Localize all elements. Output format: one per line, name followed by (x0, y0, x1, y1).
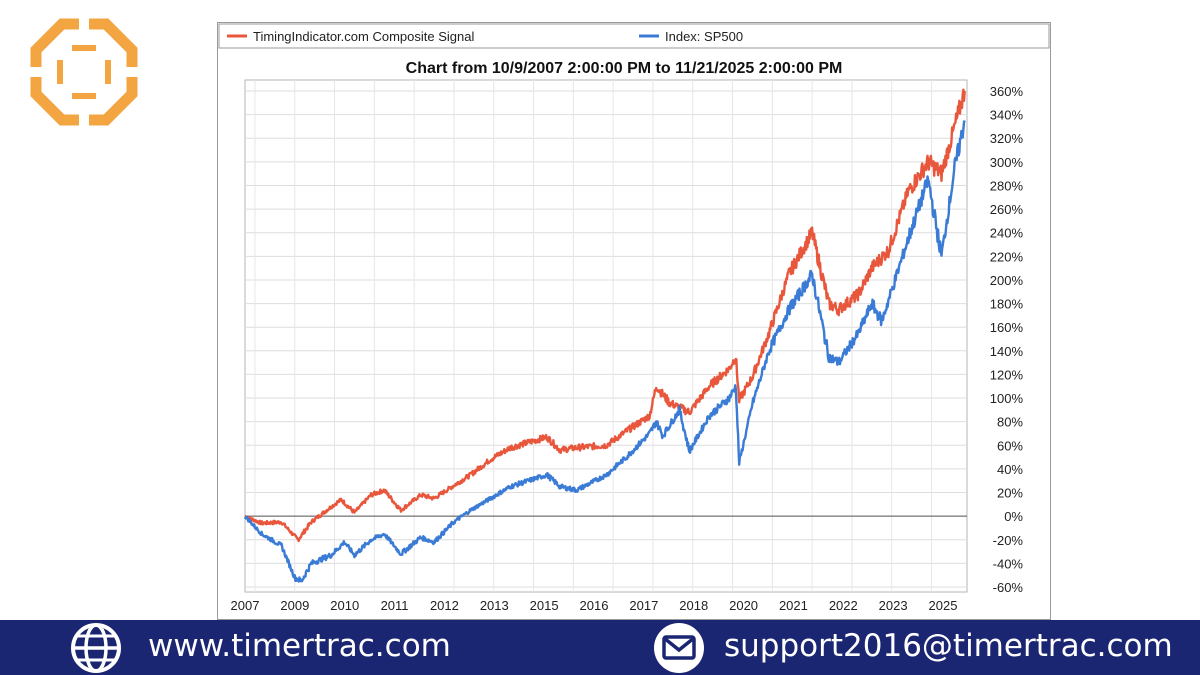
y-tick-label: 320% (990, 131, 1024, 146)
y-tick-label: -20% (993, 533, 1024, 548)
y-tick-label: 240% (990, 226, 1024, 241)
x-tick-label: 2011 (381, 598, 409, 613)
y-tick-label: 300% (990, 155, 1024, 170)
y-tick-label: 60% (997, 438, 1023, 453)
x-tick-label: 2010 (330, 598, 359, 613)
plot-area (244, 79, 968, 593)
y-tick-label: -40% (993, 556, 1024, 571)
y-tick-label: 20% (997, 486, 1023, 501)
x-tick-label: 2018 (679, 598, 708, 613)
series-line-sp500 (243, 120, 966, 583)
y-tick-label: 40% (997, 462, 1023, 477)
y-tick-label: 120% (990, 367, 1024, 382)
y-tick-label: 280% (990, 178, 1024, 193)
y-tick-label: 220% (990, 249, 1024, 264)
legend-label-sp500: Index: SP500 (665, 29, 743, 44)
y-axis-tick-labels: -60% -40% -20% 0% 20% 40% 60% 80% 100% 120% 140% 16… (990, 84, 1024, 595)
y-tick-label: 260% (990, 202, 1024, 217)
y-tick-label: 80% (997, 415, 1023, 430)
footer-bar: www.timertrac.com support2016@timertrac.… (0, 620, 1200, 675)
x-axis-tick-labels: 2007 2009 2010 2011 2012 2013 2015 2016 2017 2018… (231, 598, 958, 613)
chart-grid (244, 79, 968, 593)
y-tick-label: 160% (990, 320, 1024, 335)
y-tick-label: 340% (990, 108, 1024, 123)
y-tick-label: 0% (1004, 509, 1023, 524)
series-lines (243, 88, 966, 583)
email-link[interactable]: support2016@timertrac.com (724, 628, 1173, 664)
chart-title: Chart from 10/9/2007 2:00:00 PM to 11/21… (406, 60, 843, 77)
x-tick-label: 2022 (829, 598, 858, 613)
brand-logo-icon (30, 18, 138, 126)
x-tick-label: 2020 (729, 598, 758, 613)
series-line-composite (244, 88, 966, 543)
y-tick-label: 180% (990, 297, 1024, 312)
x-tick-label: 2025 (929, 598, 958, 613)
y-tick-label: 360% (990, 84, 1024, 99)
y-tick-label: 100% (990, 391, 1024, 406)
x-tick-label: 2021 (779, 598, 808, 613)
y-tick-label: 200% (990, 273, 1024, 288)
x-tick-label: 2012 (430, 598, 459, 613)
y-tick-label: 140% (990, 344, 1024, 359)
legend-label-composite: TimingIndicator.com Composite Signal (253, 29, 474, 44)
legend-box (218, 23, 1050, 49)
x-tick-label: 2023 (879, 598, 908, 613)
x-tick-label: 2007 (231, 598, 260, 613)
globe-icon (71, 623, 121, 673)
x-tick-label: 2009 (280, 598, 309, 613)
y-tick-label: -60% (993, 580, 1024, 595)
website-link[interactable]: www.timertrac.com (148, 628, 451, 664)
x-tick-label: 2016 (580, 598, 609, 613)
x-tick-label: 2017 (629, 598, 658, 613)
x-tick-label: 2015 (530, 598, 559, 613)
envelope-icon (654, 623, 704, 673)
line-chart: TimingIndicator.com Composite Signal Ind… (218, 23, 1050, 613)
x-tick-label: 2013 (480, 598, 509, 613)
